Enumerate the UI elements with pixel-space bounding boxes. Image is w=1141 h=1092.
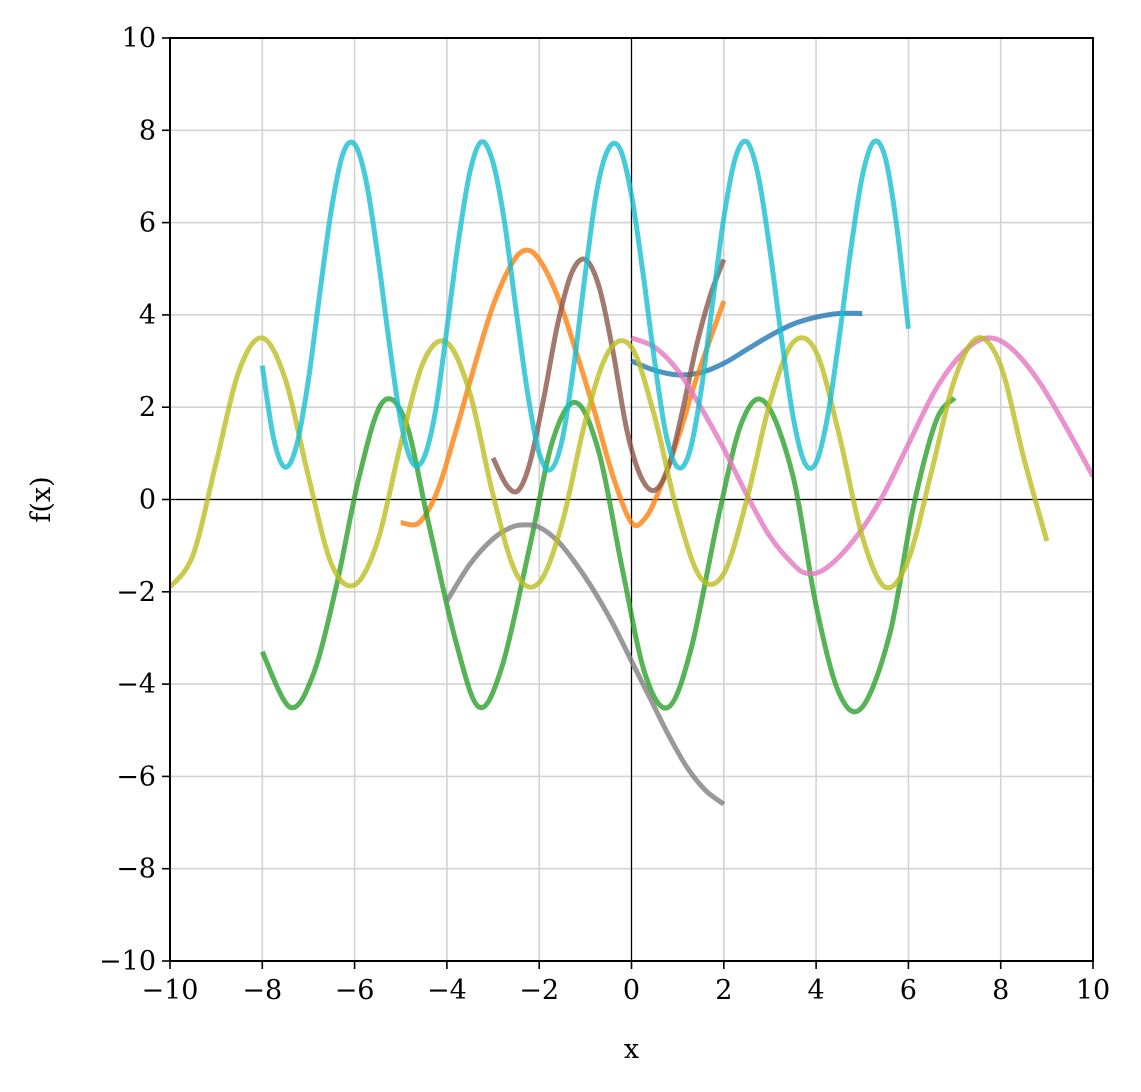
y-tick-label: −4 <box>116 669 156 700</box>
x-tick-label: 2 <box>715 975 732 1006</box>
x-tick-label: −8 <box>242 975 282 1006</box>
y-tick-label: 0 <box>139 485 156 516</box>
series-line-8 <box>259 138 911 473</box>
x-tick-label: −4 <box>427 975 467 1006</box>
y-tick-label: 8 <box>139 115 156 146</box>
y-tick-label: 4 <box>139 300 156 331</box>
y-tick-label: 10 <box>122 23 156 54</box>
x-tick-label: 8 <box>992 975 1009 1006</box>
y-tick-label: 6 <box>139 208 156 239</box>
y-tick-label: −6 <box>116 761 156 792</box>
series-line-5 <box>630 335 1093 577</box>
y-tick-label: −2 <box>116 577 156 608</box>
y-axis-label: f(x) <box>26 476 57 522</box>
x-axis-label: x <box>624 1034 639 1065</box>
ticks: −10 −8 −6 −4 −2 0 2 4 6 8 10 −10 −8 −6 −4 −2 0 2 4 6 8 10 <box>99 23 1110 1006</box>
series-line-4 <box>490 256 727 495</box>
y-tick-label: −8 <box>116 854 156 885</box>
x-tick-label: 10 <box>1076 975 1110 1006</box>
x-tick-label: −6 <box>335 975 375 1006</box>
series-line-7 <box>170 335 1050 591</box>
series-line-1 <box>630 310 863 378</box>
x-tick-label: −10 <box>142 975 199 1006</box>
x-tick-label: 4 <box>808 975 825 1006</box>
series-line-3 <box>260 396 957 715</box>
y-tick-label: 2 <box>139 392 156 423</box>
series-lines <box>170 138 1093 807</box>
y-tick-label: −10 <box>99 946 156 977</box>
x-tick-label: −2 <box>519 975 559 1006</box>
x-tick-label: 0 <box>623 975 640 1006</box>
x-tick-label: 6 <box>900 975 917 1006</box>
